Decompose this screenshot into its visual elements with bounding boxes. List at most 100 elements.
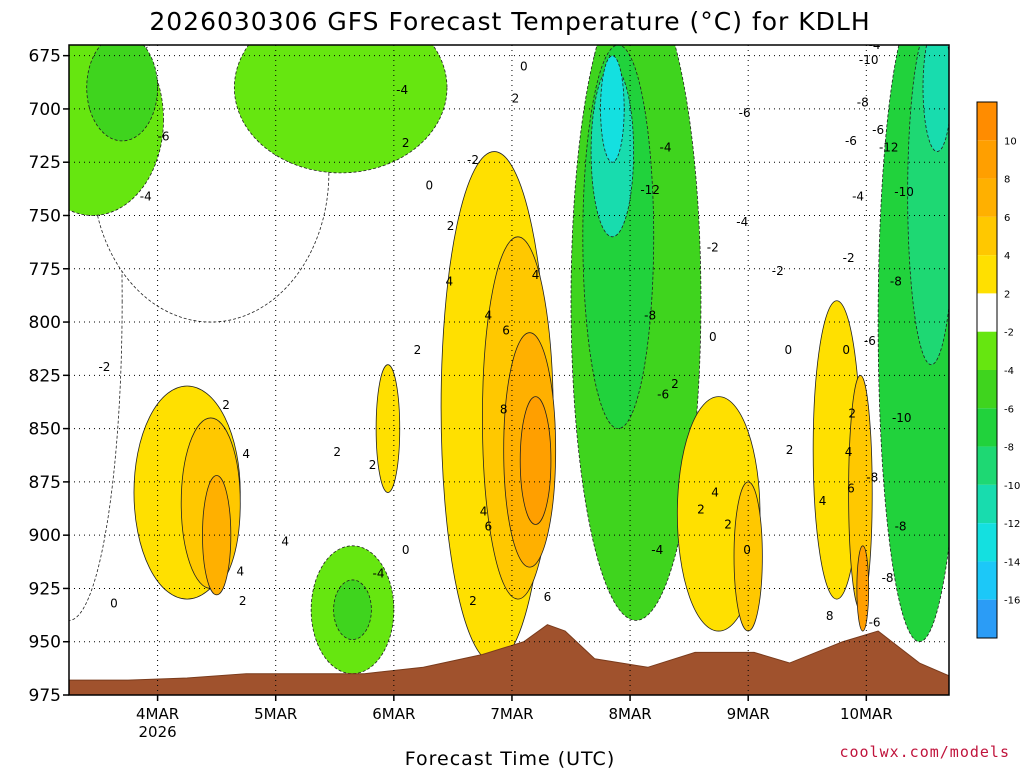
colorbar-swatch [977, 102, 997, 141]
x-tick-label: 8MAR [608, 705, 651, 723]
y-tick-label: 775 [29, 260, 61, 280]
colorbar-tick-label: -16 [1004, 596, 1020, 607]
contour-label: 2 [848, 407, 856, 421]
colorbar-tick-label: -12 [1004, 519, 1020, 530]
x-tick-label: 5MAR [254, 705, 297, 723]
contour-label: 4 [446, 275, 454, 289]
x-tick-label: 4MAR [136, 705, 179, 723]
contour-label: 2 [369, 458, 377, 472]
colorbar-tick-label: 4 [1004, 251, 1010, 262]
contour-label: -2 [843, 251, 855, 265]
contour-label: -6 [872, 123, 884, 137]
terrain-surface [69, 624, 949, 695]
contour-label: 2 [447, 219, 455, 233]
contour-label: -6 [864, 334, 876, 348]
contour-label: -10 [892, 411, 912, 425]
contour-label: -10 [859, 53, 879, 67]
contour-label: 6 [544, 590, 552, 604]
colorbar-swatch [977, 408, 997, 447]
contour-label: -12 [640, 183, 660, 197]
contour-label: 2 [469, 594, 477, 608]
contour-label: -2 [707, 240, 719, 254]
contour-label: 0 [842, 343, 850, 357]
colorbar-swatch [977, 178, 997, 217]
temperature-region [519, 396, 552, 525]
contour-label: 4 [480, 505, 488, 519]
contour-label: -6 [158, 130, 170, 144]
y-tick-label: 900 [29, 526, 61, 546]
colorbar-swatch [977, 140, 997, 179]
colorbar-tick-label: -2 [1004, 328, 1014, 339]
colorbar-tick-label: 6 [1004, 213, 1010, 224]
y-tick-label: 825 [29, 366, 61, 386]
terrain-area [69, 624, 949, 695]
contour-label: 2 [222, 398, 230, 412]
contour-label: 2 [333, 445, 341, 459]
contour-label: 6 [502, 324, 510, 338]
contour-label: -2 [772, 264, 784, 278]
contour-label: 8 [826, 609, 834, 623]
colorbar-tick-label: 2 [1004, 289, 1010, 300]
colorbar-legend: 10 8 6 4 2 -2 -4 -6 -8 -10 -12 -14 -16 [976, 101, 1020, 639]
y-tick-label: 850 [29, 420, 61, 440]
contour-label: 0 [520, 59, 528, 73]
credit-link[interactable]: coolwx.com/models [839, 743, 1010, 761]
colorbar-tick-label: -10 [1004, 481, 1020, 492]
temperature-region [733, 481, 763, 632]
colorbar-tick-label: 8 [1004, 175, 1010, 186]
contour-label: 2 [786, 443, 794, 457]
chart-title: 2026030306 GFS Forecast Temperature (°C)… [149, 7, 870, 36]
contour-label: 2 [697, 503, 705, 517]
y-tick-label: 875 [29, 473, 61, 493]
contour-label: 4 [242, 447, 250, 461]
contour-label: -8 [895, 520, 907, 534]
y-tick-label: 800 [29, 313, 61, 333]
contour-label: 2 [512, 91, 520, 105]
contour-label: 2 [724, 518, 732, 532]
x-tick-label: 10MAR [840, 705, 893, 723]
temperature-region [856, 545, 870, 632]
colorbar-swatch [977, 370, 997, 409]
contour-label: 4 [819, 494, 827, 508]
y-tick-label: 675 [29, 47, 61, 67]
y-tick-label: 975 [29, 686, 61, 706]
contour-label: 4 [711, 486, 719, 500]
contour-label: 0 [425, 179, 433, 193]
contour-label: -4 [660, 140, 672, 154]
x-tick-label: 6MAR [372, 705, 415, 723]
contour-label: -6 [739, 106, 751, 120]
contour-label: 6 [485, 520, 493, 534]
contour-label: -8 [644, 309, 656, 323]
colorbar-swatch [977, 331, 997, 370]
y-tick-label: 725 [29, 153, 61, 173]
contour-label: 2 [671, 377, 679, 391]
x-tick-label: 7MAR [490, 705, 533, 723]
y-tick-label: 925 [29, 579, 61, 599]
contour-label: 0 [785, 343, 793, 357]
contour-label: -4 [396, 83, 408, 97]
x-tick-sublabel: 2026 [138, 723, 176, 741]
contour-label: -10 [894, 185, 914, 199]
colorbar-frame [976, 101, 998, 639]
contour-label: -2 [98, 360, 110, 374]
temperature-region [86, 45, 158, 142]
colorbar-swatch [977, 216, 997, 256]
contour-label: -6 [869, 616, 881, 630]
y-tick-label: 750 [29, 206, 61, 226]
colorbar-swatch [977, 599, 997, 638]
contour-label: -12 [879, 140, 899, 154]
contour-label: -6 [845, 134, 857, 148]
temperature-region [333, 579, 372, 640]
temperature-field [69, 45, 949, 695]
contour-label: 4 [485, 309, 493, 323]
temperature-region [922, 45, 949, 152]
contour-label: 4 [281, 535, 289, 549]
y-tick-label: 950 [29, 633, 61, 653]
colorbar-swatch [977, 561, 997, 600]
contour-label: -2 [467, 153, 479, 167]
temperature-region [202, 475, 232, 596]
contour-label: 2 [414, 343, 422, 357]
colorbar-swatch [977, 255, 997, 294]
